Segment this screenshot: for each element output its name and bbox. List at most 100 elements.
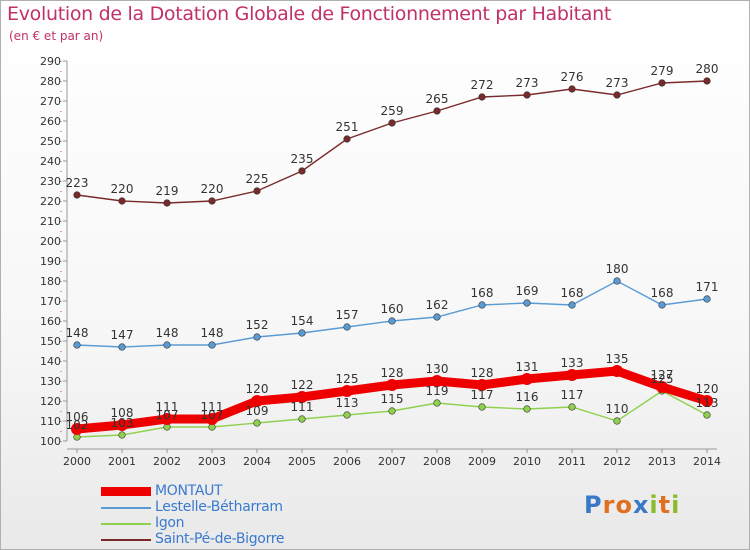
y-tick-label: 100 (40, 435, 61, 448)
y-tick-label: 170 (40, 295, 61, 308)
data-label-lestelle-b-tharram: 148 (66, 326, 89, 340)
data-label-lestelle-b-tharram: 169 (516, 284, 539, 298)
x-tick-label: 2004 (243, 455, 271, 468)
data-label-igon: 113 (336, 396, 359, 410)
data-label-lestelle-b-tharram: 148 (156, 326, 179, 340)
series-point-saint-p-de-bigorre (658, 79, 666, 87)
series-point-saint-p-de-bigorre (163, 199, 171, 207)
series-point-saint-p-de-bigorre (613, 91, 621, 99)
data-label-igon: 111 (291, 400, 314, 414)
series-point-saint-p-de-bigorre (73, 191, 81, 199)
data-label-igon: 103 (111, 416, 134, 430)
legend-label-montaut: MONTAUT (155, 483, 223, 499)
data-label-montaut: 133 (561, 356, 584, 370)
data-label-montaut: 122 (291, 378, 314, 392)
series-point-igon (523, 405, 531, 413)
series-point-montaut (386, 379, 398, 391)
logo-letter: o (615, 491, 633, 519)
series-point-lestelle-b-tharram (658, 301, 666, 309)
data-label-igon: 116 (516, 390, 539, 404)
series-point-montaut (161, 413, 173, 425)
series-point-lestelle-b-tharram (568, 301, 576, 309)
series-point-montaut (71, 423, 83, 435)
series-point-lestelle-b-tharram (388, 317, 396, 325)
data-label-lestelle-b-tharram: 168 (471, 286, 494, 300)
data-label-igon: 110 (606, 402, 629, 416)
y-tick-label: 240 (40, 155, 61, 168)
series-point-lestelle-b-tharram (343, 323, 351, 331)
data-label-montaut: 106 (66, 410, 89, 424)
y-tick-label: 140 (40, 355, 61, 368)
series-point-montaut (656, 381, 668, 393)
data-label-lestelle-b-tharram: 162 (426, 298, 449, 312)
data-label-saint-p-de-bigorre: 276 (561, 70, 584, 84)
data-label-montaut: 135 (606, 352, 629, 366)
data-label-montaut: 128 (381, 366, 404, 380)
series-point-montaut (521, 373, 533, 385)
x-tick-label: 2002 (153, 455, 181, 468)
data-label-lestelle-b-tharram: 148 (201, 326, 224, 340)
series-point-igon (298, 415, 306, 423)
data-label-lestelle-b-tharram: 168 (651, 286, 674, 300)
x-tick-label: 2005 (288, 455, 316, 468)
legend-swatch-saint-pe (101, 539, 151, 541)
series-point-montaut (431, 375, 443, 387)
logo-letter: x (632, 491, 650, 519)
legend-swatch-lestelle (101, 507, 151, 509)
series-point-saint-p-de-bigorre (253, 187, 261, 195)
data-label-saint-p-de-bigorre: 280 (696, 62, 719, 76)
series-point-lestelle-b-tharram (118, 343, 126, 351)
data-label-igon: 117 (471, 388, 494, 402)
series-point-saint-p-de-bigorre (478, 93, 486, 101)
series-point-igon (388, 407, 396, 415)
series-point-lestelle-b-tharram (253, 333, 261, 341)
data-label-lestelle-b-tharram: 157 (336, 308, 359, 322)
logo-letter: t (658, 491, 672, 519)
logo-letter: P (584, 491, 603, 519)
legend-swatch-igon (101, 523, 151, 525)
data-label-lestelle-b-tharram: 147 (111, 328, 134, 342)
data-label-saint-p-de-bigorre: 219 (156, 184, 179, 198)
data-label-lestelle-b-tharram: 168 (561, 286, 584, 300)
series-point-lestelle-b-tharram (298, 329, 306, 337)
series-point-montaut (476, 379, 488, 391)
data-label-lestelle-b-tharram: 171 (696, 280, 719, 294)
x-tick-label: 2009 (468, 455, 496, 468)
series-point-saint-p-de-bigorre (703, 77, 711, 85)
data-label-igon: 119 (426, 384, 449, 398)
series-point-igon (613, 417, 621, 425)
series-point-montaut (116, 419, 128, 431)
series-point-lestelle-b-tharram (613, 277, 621, 285)
y-tick-label: 280 (40, 75, 61, 88)
series-point-igon (703, 411, 711, 419)
data-label-montaut: 108 (111, 406, 134, 420)
data-label-montaut: 125 (336, 372, 359, 386)
legend-label-igon: Igon (155, 515, 185, 531)
legend-label-saint-pe: Saint-Pé-de-Bigorre (155, 531, 285, 547)
data-label-saint-p-de-bigorre: 279 (651, 64, 674, 78)
data-label-montaut: 130 (426, 362, 449, 376)
data-label-montaut: 111 (156, 400, 179, 414)
y-tick-label: 160 (40, 315, 61, 328)
logo-letter: i (671, 491, 681, 519)
series-point-lestelle-b-tharram (703, 295, 711, 303)
data-label-saint-p-de-bigorre: 273 (606, 76, 629, 90)
data-label-saint-p-de-bigorre: 259 (381, 104, 404, 118)
series-point-montaut (566, 369, 578, 381)
series-point-saint-p-de-bigorre (298, 167, 306, 175)
data-label-igon: 125 (651, 372, 674, 386)
y-tick-label: 270 (40, 95, 61, 108)
logo-letter: r (602, 491, 616, 519)
series-point-saint-p-de-bigorre (568, 85, 576, 93)
series-point-igon (118, 431, 126, 439)
series-point-montaut (296, 391, 308, 403)
y-tick-label: 260 (40, 115, 61, 128)
series-point-lestelle-b-tharram (73, 341, 81, 349)
x-tick-label: 2010 (513, 455, 541, 468)
series-point-igon (433, 399, 441, 407)
x-tick-label: 2013 (648, 455, 676, 468)
y-tick-label: 190 (40, 255, 61, 268)
data-label-lestelle-b-tharram: 152 (246, 318, 269, 332)
series-point-saint-p-de-bigorre (388, 119, 396, 127)
